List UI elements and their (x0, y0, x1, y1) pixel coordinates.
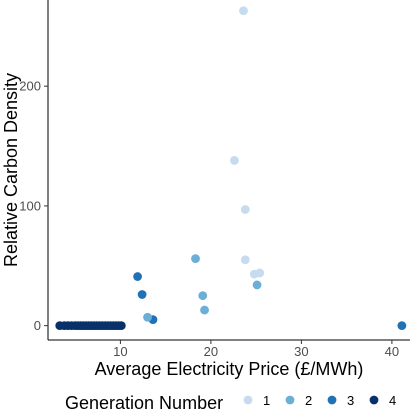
y-tick-label-100: 100 (19, 198, 41, 213)
point-gen-1-5 (255, 268, 265, 278)
point-gen-3-1 (137, 290, 147, 299)
point-gen-2-3 (252, 280, 262, 290)
point-gen-2-0 (191, 254, 200, 263)
ticks-layer: 10 20 30 40 0 100 200 (19, 79, 399, 359)
legend-label-3: 3 (347, 393, 354, 408)
x-tick-label-40: 40 (385, 344, 399, 359)
legend-key-2 (285, 395, 295, 405)
legend-title: Generation Number (65, 393, 223, 413)
legend-key-1 (243, 395, 253, 405)
legend-items: 1 2 3 4 (243, 393, 396, 408)
point-gen-1-1 (230, 156, 239, 165)
point-gen-2-2 (200, 305, 209, 315)
legend: Generation Number 1 2 3 4 (65, 393, 396, 413)
point-gen-2-1 (198, 291, 208, 301)
y-tick-label-200: 200 (19, 79, 41, 94)
legend-label-4: 4 (389, 393, 396, 408)
y-axis-title: Relative Carbon Density (1, 73, 21, 267)
point-gen-1-3 (240, 255, 250, 265)
point-gen-1-2 (240, 205, 250, 214)
axes-layer (47, 0, 410, 341)
legend-label-1: 1 (263, 393, 270, 408)
points-layer (55, 6, 407, 331)
point-gen-1-0 (239, 6, 248, 16)
x-tick-label-10: 10 (113, 344, 127, 359)
x-tick-label-20: 20 (204, 344, 218, 359)
x-tick-label-30: 30 (294, 344, 308, 359)
point-gen-3-0 (133, 272, 142, 281)
y-tick-label-0: 0 (34, 318, 41, 333)
legend-label-2: 2 (305, 393, 312, 408)
legend-key-4 (369, 395, 379, 405)
x-axis-title: Average Electricity Price (£/MWh) (95, 359, 364, 379)
point-gen-2-4 (143, 312, 152, 322)
legend-key-3 (327, 395, 337, 405)
point-gen-4-21 (116, 321, 126, 331)
point-gen-3-3 (397, 321, 407, 331)
